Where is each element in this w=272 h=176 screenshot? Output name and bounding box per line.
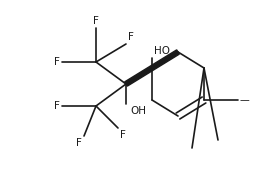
Text: F: F <box>54 101 60 111</box>
Text: F: F <box>54 57 60 67</box>
Text: HO: HO <box>154 46 170 56</box>
Polygon shape <box>125 50 179 86</box>
Text: F: F <box>128 32 134 42</box>
Text: —: — <box>240 95 250 105</box>
Text: F: F <box>93 16 99 26</box>
Text: OH: OH <box>130 106 146 116</box>
Text: F: F <box>120 130 126 140</box>
Text: F: F <box>76 138 82 148</box>
